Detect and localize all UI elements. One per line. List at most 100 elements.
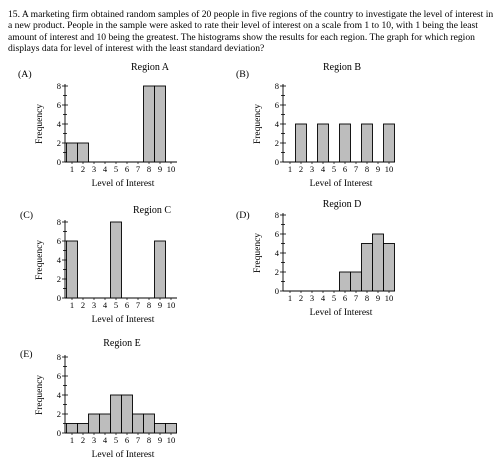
x-tick-label: 10 <box>167 164 176 174</box>
histogram-bar <box>350 271 362 292</box>
y-tick-label: 8 <box>275 210 279 220</box>
x-tick-label: 1 <box>70 164 74 174</box>
question-body: A marketing firm obtained random samples… <box>8 9 494 55</box>
x-tick-label: 4 <box>103 300 108 310</box>
histogram-bar <box>66 423 78 434</box>
x-tick-label: 9 <box>158 164 162 174</box>
chart-title: Region C <box>132 205 172 216</box>
chart-title: Region A <box>130 62 170 73</box>
histogram-bar <box>132 413 144 434</box>
histogram-bar <box>361 123 373 163</box>
y-tick-label: 2 <box>57 274 61 284</box>
x-tick-label: 2 <box>81 164 85 174</box>
x-tick-label: 8 <box>365 293 369 303</box>
x-tick-label: 1 <box>70 300 74 310</box>
x-tick-label: 2 <box>81 435 85 445</box>
histogram-bar <box>99 413 111 434</box>
x-tick-label: 1 <box>70 435 74 445</box>
x-tick-label: 5 <box>114 164 118 174</box>
histogram-bar <box>317 123 329 163</box>
y-axis-label: Frequency <box>35 104 45 144</box>
y-tick-label: 8 <box>275 81 279 91</box>
x-tick-label: 3 <box>310 164 314 174</box>
option-label: (E) <box>20 349 33 360</box>
y-tick-label: 8 <box>57 352 61 362</box>
x-tick-label: 4 <box>321 164 326 174</box>
x-axis-label: Level of Interest <box>310 307 373 318</box>
histogram-bar <box>154 85 166 163</box>
histogram-bar <box>165 423 177 434</box>
option-label: (A) <box>18 69 32 80</box>
x-tick-label: 8 <box>147 435 151 445</box>
x-tick-label: 7 <box>354 293 358 303</box>
y-axis-label: Frequency <box>35 375 45 415</box>
x-tick-label: 5 <box>332 164 336 174</box>
histogram-bar <box>77 423 89 434</box>
y-tick-label: 6 <box>57 100 61 110</box>
y-tick-label: 0 <box>275 157 279 167</box>
y-tick-label: 6 <box>57 371 61 381</box>
histogram-bar <box>110 221 122 299</box>
y-tick-label: 4 <box>275 119 280 129</box>
x-tick-label: 5 <box>114 435 118 445</box>
x-tick-label: 2 <box>299 293 303 303</box>
option-label: (D) <box>236 210 250 221</box>
x-tick-label: 9 <box>158 300 162 310</box>
x-tick-label: 3 <box>92 435 96 445</box>
x-tick-label: 10 <box>167 435 176 445</box>
y-tick-label: 6 <box>57 236 61 246</box>
histogram-bar <box>383 123 395 163</box>
x-tick-label: 7 <box>136 435 140 445</box>
histogram-bar <box>66 240 78 299</box>
y-tick-label: 4 <box>57 119 62 129</box>
histogram-bar <box>339 123 351 163</box>
histogram-bar <box>77 142 89 163</box>
histogram-bar <box>154 423 166 434</box>
y-tick-label: 6 <box>275 100 279 110</box>
chart-title: Region B <box>322 62 362 73</box>
x-tick-label: 10 <box>385 293 394 303</box>
chart-title: Region D <box>322 199 362 210</box>
x-tick-label: 10 <box>385 164 394 174</box>
chart-title: Region E <box>103 338 141 349</box>
x-tick-label: 1 <box>288 293 292 303</box>
x-tick-label: 2 <box>81 300 85 310</box>
y-tick-label: 0 <box>57 293 61 303</box>
x-tick-label: 2 <box>299 164 303 174</box>
histogram-bar <box>121 394 133 434</box>
histogram-bar <box>154 240 166 299</box>
histogram-bar <box>66 142 78 163</box>
x-axis-label: Level of Interest <box>92 178 155 189</box>
y-tick-label: 4 <box>57 255 62 265</box>
x-tick-label: 6 <box>125 164 129 174</box>
x-tick-label: 10 <box>167 300 176 310</box>
y-tick-label: 8 <box>57 81 61 91</box>
y-tick-label: 0 <box>57 157 61 167</box>
y-tick-label: 4 <box>57 390 62 400</box>
x-tick-label: 1 <box>288 164 292 174</box>
x-tick-label: 4 <box>103 435 108 445</box>
x-tick-label: 4 <box>103 164 108 174</box>
x-tick-label: 6 <box>125 300 129 310</box>
y-tick-label: 8 <box>57 217 61 227</box>
histogram-bar <box>143 413 155 434</box>
x-tick-label: 7 <box>136 164 140 174</box>
histogram-bar <box>295 123 307 163</box>
question-number: 15. <box>8 9 20 20</box>
x-tick-label: 7 <box>354 164 358 174</box>
option-label: (C) <box>20 210 34 221</box>
x-tick-label: 8 <box>365 164 369 174</box>
question-text: 15. A marketing firm obtained random sam… <box>8 9 496 55</box>
y-tick-label: 4 <box>275 248 280 258</box>
histogram-bar <box>88 413 100 434</box>
x-tick-label: 4 <box>321 293 326 303</box>
y-tick-label: 6 <box>275 229 279 239</box>
y-tick-label: 2 <box>57 409 61 419</box>
x-tick-label: 5 <box>332 293 336 303</box>
y-tick-label: 0 <box>57 428 61 438</box>
y-tick-label: 0 <box>275 286 279 296</box>
